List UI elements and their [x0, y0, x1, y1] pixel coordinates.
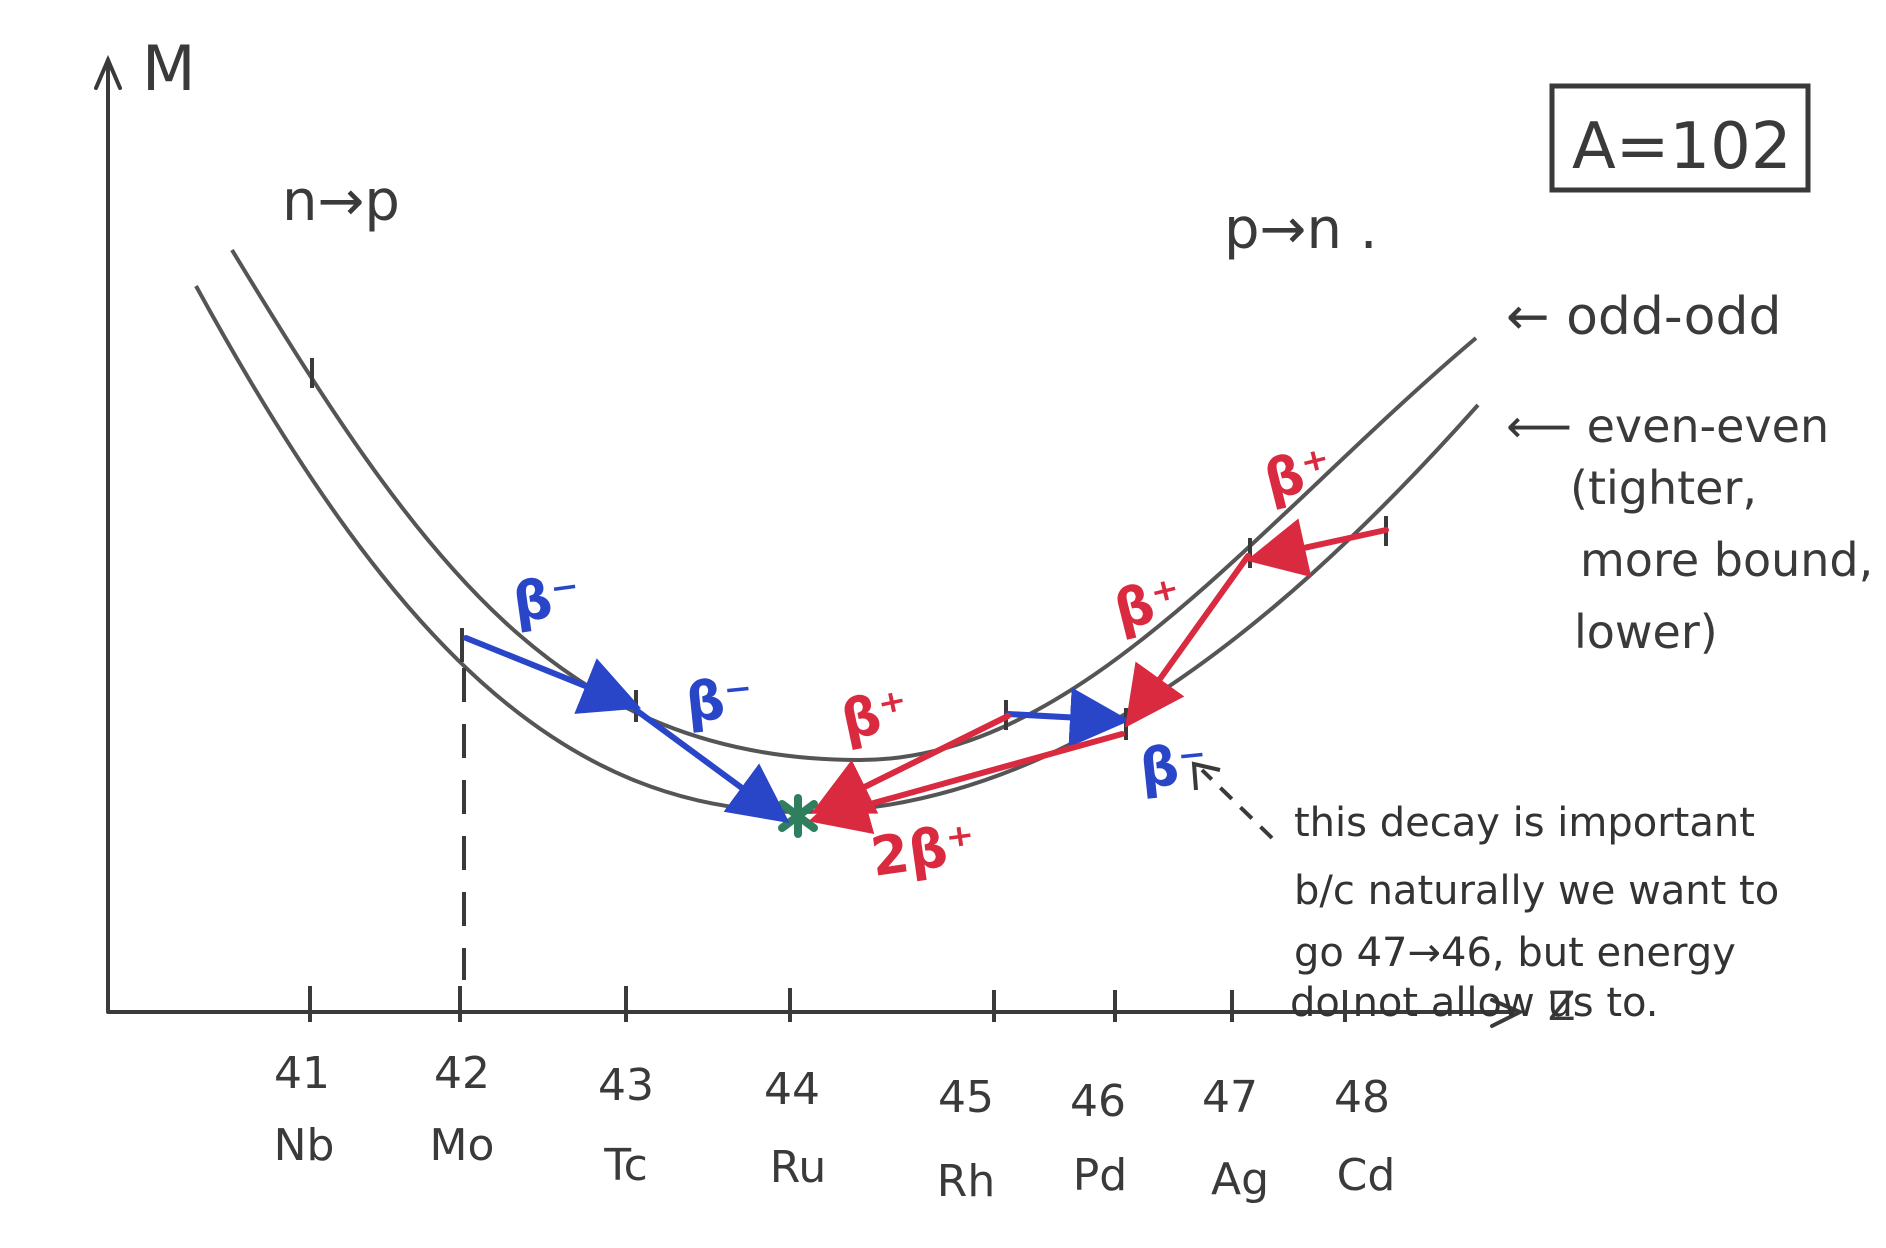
even-even-line-3: more bound, [1580, 533, 1873, 587]
tick-symbol-44: Ru [770, 1142, 826, 1193]
y-axis-label: M [142, 32, 196, 105]
beta-minus-arrows [463, 635, 1130, 824]
beta-plus-arrows [808, 518, 1389, 835]
tick-label-47: 47 [1202, 1072, 1258, 1123]
note-line-2: b/c naturally we want to [1294, 868, 1779, 914]
note-line-3: go 47→46, but energy [1294, 930, 1736, 976]
even-even-line-1: ⟵ even-even [1506, 399, 1829, 453]
note-line-4: do not allow us to. [1290, 980, 1659, 1026]
tick-label-45: 45 [938, 1072, 994, 1123]
right-region-label: p→n . [1224, 197, 1378, 262]
label-double-beta-plus: 2β⁺ [867, 812, 979, 889]
arrow-tc-to-ru [633, 707, 790, 824]
arrow-pd-to-ru [808, 731, 1125, 835]
axes [94, 54, 1525, 1028]
curve-marks [310, 358, 1388, 740]
a-box [1549, 83, 1811, 193]
tick-symbol-42: Mo [430, 1120, 495, 1171]
tick-labels: 41 Nb 42 Mo 43 Tc 44 Ru 45 Rh 46 Pd 47 A… [274, 1048, 1396, 1207]
label-beta-plus-rh: β⁺ [836, 677, 915, 753]
arrow-mo-to-tc [463, 635, 642, 714]
even-even-label: ⟵ even-even (tighter, more bound, lower) [1506, 399, 1873, 659]
tick-label-43: 43 [598, 1060, 654, 1111]
tick-symbol-47: Ag [1211, 1154, 1269, 1205]
tick-symbol-43: Tc [603, 1140, 648, 1191]
label-beta-plus-cd: β⁺ [1258, 435, 1338, 512]
tick-label-48: 48 [1334, 1072, 1390, 1123]
tick-label-46: 46 [1070, 1076, 1126, 1127]
even-even-line-2: (tighter, [1570, 461, 1757, 515]
tick-label-44: 44 [764, 1064, 820, 1115]
arrow-rh-to-pd [1005, 687, 1130, 748]
odd-odd-label: ← odd-odd [1506, 287, 1782, 347]
note: this decay is important b/c naturally we… [1290, 800, 1779, 1026]
arrow-ag-to-pd [1125, 553, 1251, 728]
tick-label-42: 42 [434, 1048, 490, 1099]
tick-symbol-41: Nb [274, 1120, 335, 1171]
a-box-label: A=102 [1572, 110, 1792, 184]
x-ticks [308, 986, 1347, 1022]
y-axis-arrowhead [94, 54, 122, 90]
label-beta-plus-ag: β⁺ [1108, 565, 1188, 642]
x-axis-arrowhead [1490, 998, 1525, 1028]
even-even-line-4: lower) [1574, 605, 1718, 659]
note-pointer-arrowhead [1191, 761, 1221, 791]
note-pointer-line [1200, 768, 1274, 840]
arrow-cd-to-ag [1246, 518, 1389, 578]
label-beta-minus-tc: β⁻ [683, 665, 756, 735]
tick-symbol-46: Pd [1073, 1150, 1127, 1201]
ru-stable-marker [778, 794, 818, 838]
tick-symbol-48: Cd [1337, 1150, 1396, 1201]
x-axis-label: Z [1548, 984, 1575, 1030]
tick-label-41: 41 [274, 1048, 330, 1099]
note-line-1: this decay is important [1294, 800, 1755, 846]
label-beta-minus-mo: β⁻ [509, 563, 584, 635]
tick-symbol-45: Rh [937, 1156, 995, 1207]
left-region-label: n→p [282, 169, 400, 234]
